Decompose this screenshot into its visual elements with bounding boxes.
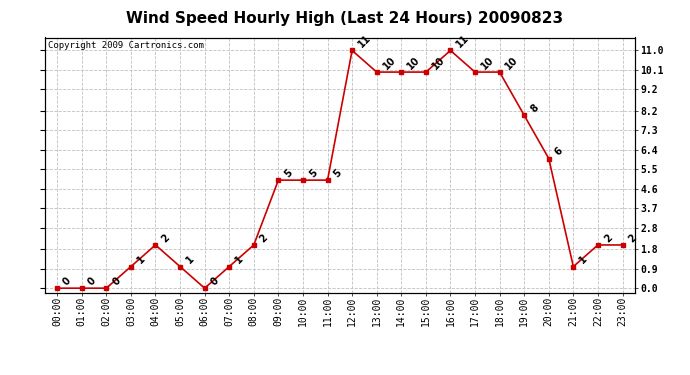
Text: 10: 10	[430, 55, 446, 71]
Text: 1: 1	[135, 254, 147, 266]
Text: 10: 10	[479, 55, 496, 71]
Text: 0: 0	[86, 276, 98, 287]
Text: Wind Speed Hourly High (Last 24 Hours) 20090823: Wind Speed Hourly High (Last 24 Hours) 2…	[126, 11, 564, 26]
Text: 0: 0	[209, 276, 221, 287]
Text: Copyright 2009 Cartronics.com: Copyright 2009 Cartronics.com	[48, 41, 204, 50]
Text: 5: 5	[332, 168, 344, 179]
Text: 10: 10	[381, 55, 397, 71]
Text: 11: 11	[455, 33, 471, 50]
Text: 8: 8	[529, 103, 540, 114]
Text: 0: 0	[61, 276, 73, 287]
Text: 2: 2	[258, 232, 270, 244]
Text: 2: 2	[627, 232, 638, 244]
Text: 11: 11	[356, 33, 373, 50]
Text: 1: 1	[233, 254, 245, 266]
Text: 1: 1	[578, 254, 589, 266]
Text: 5: 5	[307, 168, 319, 179]
Text: 10: 10	[406, 55, 422, 71]
Text: 2: 2	[159, 232, 172, 244]
Text: 0: 0	[110, 276, 122, 287]
Text: 10: 10	[504, 55, 520, 71]
Text: 1: 1	[184, 254, 196, 266]
Text: 2: 2	[602, 232, 614, 244]
Text: 5: 5	[282, 168, 295, 179]
Text: 6: 6	[553, 146, 565, 158]
